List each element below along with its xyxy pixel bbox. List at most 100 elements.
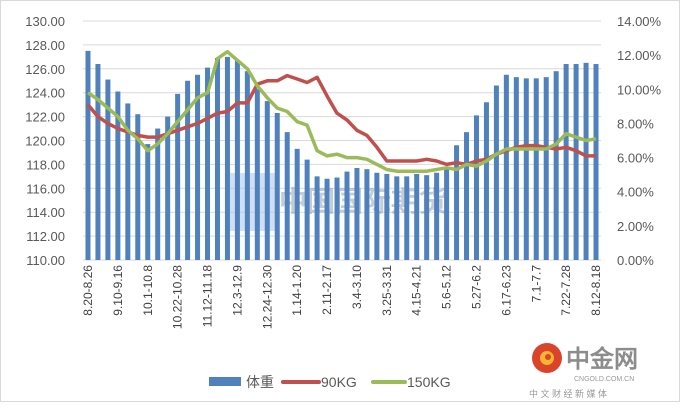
bar (434, 172, 440, 260)
x-tick-label: 11.12-11.18 (201, 265, 215, 328)
bar (374, 172, 380, 260)
bar (404, 176, 410, 260)
bar (384, 173, 390, 260)
cngold-logo: 中金网 CNGOLD.COM.CN 中 文 财 经 新 媒 体 (529, 343, 638, 399)
bar (553, 71, 559, 260)
logo-tagline: 中 文 财 经 新 媒 体 (529, 388, 607, 399)
bar (543, 77, 549, 260)
bar (234, 60, 240, 261)
x-tick-label: 7.1-7.7 (529, 265, 543, 303)
bar (414, 173, 420, 260)
bar (175, 93, 181, 261)
bar (464, 132, 470, 260)
x-tick-label: 5.6-5.12 (440, 265, 454, 309)
bar (105, 79, 111, 261)
bar (473, 115, 479, 260)
y-right-tick-label: 14.00% (617, 14, 662, 29)
bar (334, 177, 340, 260)
y-left-tick-label: 118.00 (26, 157, 65, 172)
y-right-tick-label: 12.00% (617, 48, 662, 63)
y-right-tick-label: 10.00% (617, 82, 662, 97)
chart: 中国国际期货 110.00 112.00 114.00 116.00 118.00 120… (25, 14, 662, 399)
bar (573, 64, 579, 260)
x-tick-label: 8.20-8.26 (81, 265, 95, 316)
bar (145, 144, 151, 260)
x-tick-label: 12.3-12.9 (230, 265, 244, 316)
bar (274, 113, 280, 260)
y-left-tick-label: 110.00 (26, 253, 65, 268)
logo-sub: CNGOLD.COM.CN (574, 376, 634, 383)
bar (304, 159, 310, 260)
bar (85, 50, 91, 260)
bar (503, 74, 509, 261)
bar (344, 171, 350, 260)
y-right-tick-label: 8.00% (617, 116, 654, 131)
y-left-tick-label: 126.00 (25, 62, 65, 77)
x-tick-label: 10.1-10.8 (141, 265, 155, 316)
bar (593, 64, 599, 260)
y-left-tick-label: 116.00 (26, 181, 65, 196)
x-tick-label: 10.22-10.28 (171, 265, 185, 329)
bar (165, 116, 171, 260)
y-left-tick-label: 112.00 (26, 229, 65, 244)
y-left-tick-label: 124.00 (25, 86, 65, 101)
y-left-tick-label: 128.00 (25, 38, 65, 53)
series-line-150kg (87, 49, 597, 173)
x-tick-label: 12.24-12.30 (260, 265, 274, 329)
bar (583, 62, 589, 261)
bar (454, 145, 460, 260)
y-right-tick-label: 0.00% (617, 253, 654, 268)
bar (284, 132, 290, 260)
y-left-tick-label: 114.00 (26, 205, 65, 220)
bar (254, 89, 260, 261)
bar (125, 103, 131, 260)
bar (264, 101, 270, 260)
x-tick-label: 9.10-9.16 (111, 265, 125, 316)
y-right-tick-label: 4.00% (617, 185, 654, 200)
bar (205, 67, 211, 260)
bar (354, 167, 360, 260)
x-tick-label: 2.11-2.17 (320, 265, 334, 315)
x-tick-label: 5.27-6.2 (469, 265, 483, 309)
y-left-tick-label: 120.00 (25, 134, 65, 149)
bar (364, 169, 370, 260)
y-right-tick-label: 2.00% (617, 219, 654, 234)
logo-title: 中金网 (566, 345, 638, 373)
x-tick-label: 3.25-3.31 (380, 265, 394, 316)
series-line-90kg (86, 73, 596, 167)
legend-swatch-weight (209, 377, 241, 386)
watermark-text: 中国国际期货 (279, 185, 447, 217)
bar (185, 80, 191, 260)
x-tick-label: 7.22-7.28 (559, 265, 573, 316)
bar (533, 78, 539, 260)
bar (483, 102, 489, 260)
bar (155, 128, 161, 260)
bar (424, 175, 430, 260)
x-tick-label: 4.15-4.21 (410, 265, 424, 316)
bar (493, 85, 499, 260)
bar (244, 71, 250, 260)
legend: 体重 90KG 150KG (209, 374, 451, 390)
bar (224, 56, 230, 260)
x-tick-label: 6.17-6.23 (499, 265, 513, 316)
bar (314, 176, 320, 260)
bar (444, 169, 450, 260)
y-left-tick-label: 122.00 (25, 110, 65, 125)
bar (394, 176, 400, 260)
y-left-tick-label: 130.00 (25, 14, 65, 29)
bar (135, 114, 141, 261)
legend-label-90kg: 90KG (321, 374, 357, 390)
bar (294, 148, 300, 260)
bar (214, 58, 220, 260)
bar (563, 64, 569, 260)
bar (195, 74, 201, 261)
bar (523, 78, 529, 260)
legend-label-150kg: 150KG (407, 374, 451, 390)
y-right-tick-label: 6.00% (617, 151, 654, 166)
x-tick-label: 3.4-3.10 (350, 265, 364, 309)
bar (324, 178, 330, 260)
bar (95, 64, 101, 260)
x-tick-label: 8.12-8.18 (589, 265, 603, 316)
bar (115, 91, 121, 260)
